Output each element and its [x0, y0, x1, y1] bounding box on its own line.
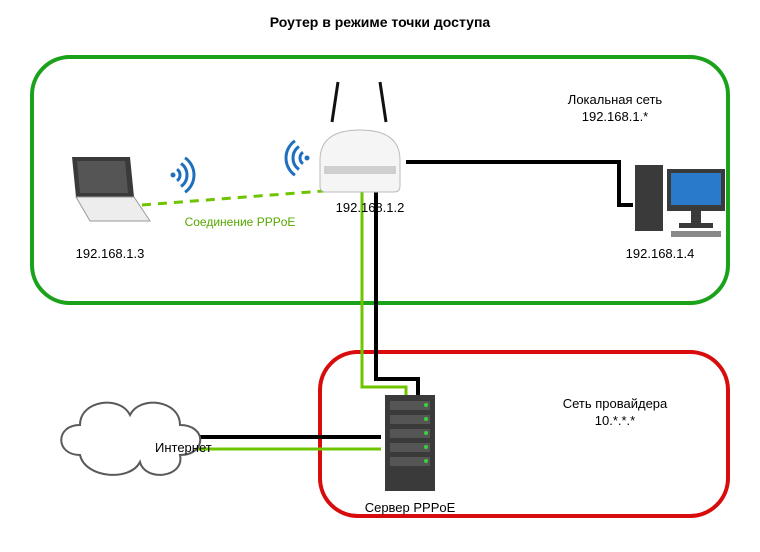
wan-label-line2: 10.*.*.* — [595, 413, 635, 428]
desktop-ip: 192.168.1.4 — [605, 246, 715, 263]
laptop-ip: 192.168.1.3 — [60, 246, 160, 263]
wan-label-line1: Сеть провайдера — [563, 396, 668, 411]
diagram-title: Роутер в режиме точки доступа — [0, 14, 760, 30]
lan-label-line1: Локальная сеть — [568, 92, 662, 107]
router-ip: 192.168.1.2 — [320, 200, 420, 217]
wan-label: Сеть провайдера 10.*.*.* — [540, 396, 690, 430]
lan-label-line2: 192.168.1.* — [582, 109, 649, 124]
internet-caption: Интернет — [155, 440, 255, 457]
wan-box — [318, 350, 730, 518]
lan-label: Локальная сеть 192.168.1.* — [540, 92, 690, 126]
pppoe-label: Соединение PPPoE — [160, 215, 320, 231]
server-caption: Сервер PPPoE — [350, 500, 470, 517]
internet-cloud — [61, 403, 200, 475]
